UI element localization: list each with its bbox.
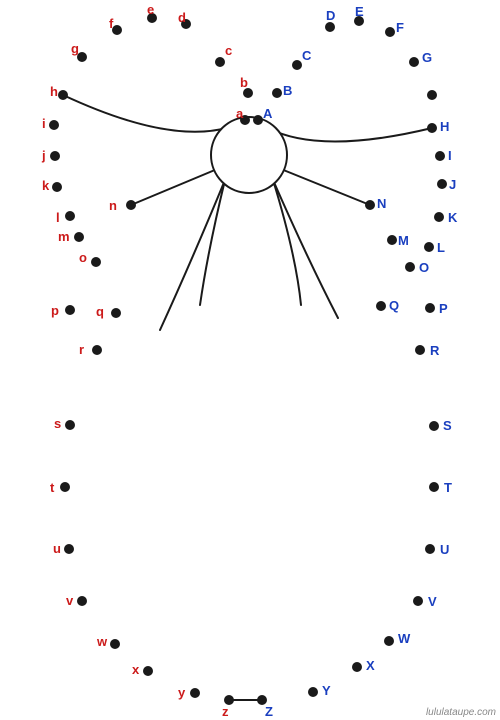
blue-dot-I [435, 151, 445, 161]
blue-dot-Q [376, 301, 386, 311]
red-dot-t [60, 482, 70, 492]
blue-dot-L [424, 242, 434, 252]
red-label-k: k [42, 178, 50, 193]
blue-dot-O [405, 262, 415, 272]
blue-label-S: S [443, 418, 452, 433]
red-dot-s [65, 420, 75, 430]
attribution-text: lululataupe.com [426, 707, 496, 718]
red-dot-u [64, 544, 74, 554]
blue-label-A: A [263, 106, 273, 121]
blue-label-U: U [440, 542, 449, 557]
blue-dot-A [253, 115, 263, 125]
blue-label-D: D [326, 8, 335, 23]
red-label-m: m [58, 229, 70, 244]
red-dot-w [110, 639, 120, 649]
red-label-y: y [178, 685, 186, 700]
blue-label-N: N [377, 196, 386, 211]
red-label-i: i [42, 116, 46, 131]
red-dot-f [112, 25, 122, 35]
blue-label-Z: Z [265, 704, 273, 719]
red-dot-k [52, 182, 62, 192]
red-dot-j [50, 151, 60, 161]
red-label-g: g [71, 41, 79, 56]
red-dot-q [111, 308, 121, 318]
red-dot-o [91, 257, 101, 267]
blue-label-T: T [444, 480, 452, 495]
red-label-v: v [66, 593, 74, 608]
red-label-x: x [132, 662, 140, 677]
blue-label-Q: Q [389, 298, 399, 313]
blue-label-I: I [448, 148, 452, 163]
blue-label-C: C [302, 48, 312, 63]
blue-dot-T [429, 482, 439, 492]
red-label-n: n [109, 198, 117, 213]
blue-dot-G [409, 57, 419, 67]
red-label-c: c [225, 43, 232, 58]
blue-dot-P [425, 303, 435, 313]
blue-dot-D [325, 22, 335, 32]
red-label-u: u [53, 541, 61, 556]
blue-dot-M [387, 235, 397, 245]
red-label-s: s [54, 416, 61, 431]
blue-dot-U [425, 544, 435, 554]
blue-dot-Y [308, 687, 318, 697]
blue-label-K: K [448, 210, 458, 225]
red-label-j: j [41, 148, 46, 163]
red-label-w: w [96, 634, 108, 649]
blue-label-E: E [355, 4, 364, 19]
connect-dots-diagram: a b c d e f g h i jk lm n o p q r s t u v w x y z AB C D E F G HIJ KL M N… [0, 0, 500, 720]
red-label-h: h [50, 84, 58, 99]
blue-label-W: W [398, 631, 411, 646]
blue-label-G: G [422, 50, 432, 65]
blue-dot-R [415, 345, 425, 355]
red-dot-c [215, 57, 225, 67]
blue-dot-S [429, 421, 439, 431]
blue-dot-C [292, 60, 302, 70]
blue-dot-H [427, 123, 437, 133]
red-label-a: a [236, 106, 244, 121]
red-dot-n [126, 200, 136, 210]
red-label-e: e [147, 2, 154, 17]
blue-label-L: L [437, 240, 445, 255]
blue-dot-B [272, 88, 282, 98]
blue-label-Y: Y [322, 683, 331, 698]
blue-dot-K [434, 212, 444, 222]
red-label-b: b [240, 75, 248, 90]
red-label-q: q [96, 304, 104, 319]
red-label-t: t [50, 480, 55, 495]
red-dot-h [58, 90, 68, 100]
red-dot-r [92, 345, 102, 355]
blue-dot-J [437, 179, 447, 189]
red-dot-y [190, 688, 200, 698]
blue-label-X: X [366, 658, 375, 673]
red-dot-l [65, 211, 75, 221]
red-label-p: p [51, 303, 59, 318]
blue-label-O: O [419, 260, 429, 275]
blue-label-B: B [283, 83, 292, 98]
red-label-o: o [79, 250, 87, 265]
blue-dot-X [352, 662, 362, 672]
red-dot-m [74, 232, 84, 242]
blue-dot-W [384, 636, 394, 646]
blue-label-H: H [440, 119, 449, 134]
blue-label-V: V [428, 594, 437, 609]
red-label-z: z [222, 704, 229, 719]
red-dot-p [65, 305, 75, 315]
red-label-d: d [178, 10, 186, 25]
blue-label-F: F [396, 20, 404, 35]
blue-label-J: J [449, 177, 456, 192]
blue-dot-F [385, 27, 395, 37]
red-dot-v [77, 596, 87, 606]
blue-label-M: M [398, 233, 409, 248]
red-label-f: f [109, 16, 114, 31]
blue-label-P: P [439, 301, 448, 316]
blue-dot-V [413, 596, 423, 606]
blue-label-R: R [430, 343, 440, 358]
red-dot-i [49, 120, 59, 130]
red-dot-x [143, 666, 153, 676]
red-label-r: r [79, 342, 84, 357]
red-label-l: l [56, 210, 60, 225]
blue-dot-N [365, 200, 375, 210]
